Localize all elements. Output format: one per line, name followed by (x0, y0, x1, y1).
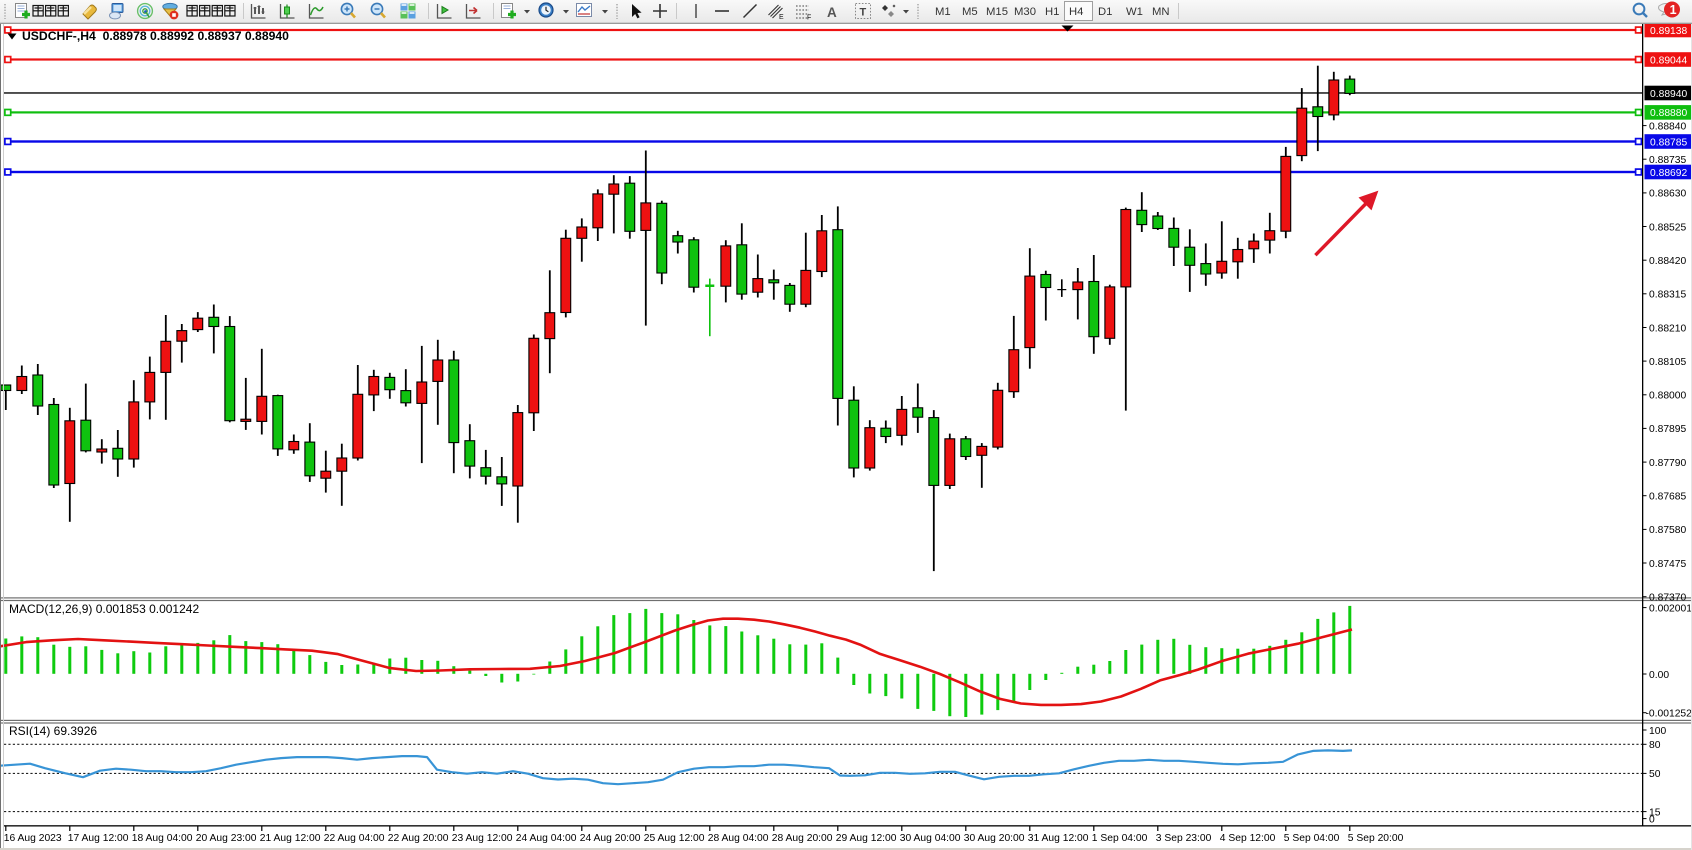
svg-text:0.88105: 0.88105 (1649, 357, 1686, 368)
svg-text:24 Aug 04:00: 24 Aug 04:00 (516, 833, 577, 844)
svg-text:0.88210: 0.88210 (1649, 323, 1686, 334)
svg-text:0.89138: 0.89138 (1650, 26, 1687, 37)
svg-text:H1: H1 (1045, 6, 1059, 18)
svg-text:5 Sep 04:00: 5 Sep 04:00 (1284, 833, 1340, 844)
svg-text:0.002001: 0.002001 (1649, 603, 1692, 614)
svg-text:3 Sep 23:00: 3 Sep 23:00 (1156, 833, 1212, 844)
svg-text:1 Sep 04:00: 1 Sep 04:00 (1092, 833, 1148, 844)
svg-text:-0.001252: -0.001252 (1646, 709, 1692, 720)
svg-text:MN: MN (1152, 6, 1170, 18)
svg-text:M1: M1 (935, 6, 951, 18)
svg-text:30 Aug 04:00: 30 Aug 04:00 (900, 833, 961, 844)
svg-text:5 Sep 20:00: 5 Sep 20:00 (1348, 833, 1404, 844)
svg-text:100: 100 (1649, 726, 1666, 737)
svg-text:0.88630: 0.88630 (1649, 189, 1686, 200)
svg-text:W1: W1 (1126, 6, 1143, 18)
svg-text:22 Aug 04:00: 22 Aug 04:00 (324, 833, 385, 844)
svg-text:0.87370: 0.87370 (1649, 593, 1686, 604)
svg-text:0.88840: 0.88840 (1649, 121, 1686, 132)
svg-text:USDCHF-,H4 0.88978 0.88992 0.: USDCHF-,H4 0.88978 0.88992 0.88937 0.889… (22, 29, 289, 43)
svg-text:31 Aug 12:00: 31 Aug 12:00 (1028, 833, 1089, 844)
svg-text:30 Aug 20:00: 30 Aug 20:00 (964, 833, 1025, 844)
svg-text:15: 15 (1649, 807, 1661, 818)
svg-text:0.88692: 0.88692 (1650, 168, 1687, 179)
svg-text:20 Aug 23:00: 20 Aug 23:00 (196, 833, 257, 844)
svg-text:0.00: 0.00 (1649, 670, 1669, 681)
svg-text:0.88735: 0.88735 (1649, 155, 1686, 166)
svg-text:0.89044: 0.89044 (1650, 55, 1687, 66)
svg-text:A: A (827, 5, 837, 20)
svg-text:0.88525: 0.88525 (1649, 222, 1686, 233)
svg-text:80: 80 (1649, 740, 1661, 751)
svg-text:0.88785: 0.88785 (1650, 137, 1687, 148)
svg-text:21 Aug 12:00: 21 Aug 12:00 (260, 833, 321, 844)
svg-text:0: 0 (1649, 814, 1655, 825)
svg-text:16 Aug 2023: 16 Aug 2023 (4, 833, 62, 844)
svg-text:1: 1 (1670, 3, 1677, 17)
svg-text:M15: M15 (986, 6, 1008, 18)
svg-text:22 Aug 20:00: 22 Aug 20:00 (388, 833, 449, 844)
svg-text:17 Aug 12:00: 17 Aug 12:00 (68, 833, 129, 844)
svg-text:MACD(12,26,9) 0.001853 0.00124: MACD(12,26,9) 0.001853 0.001242 (9, 602, 199, 616)
svg-text:M5: M5 (962, 6, 978, 18)
svg-text:0.87475: 0.87475 (1649, 559, 1686, 570)
svg-text:0.87895: 0.87895 (1649, 424, 1686, 435)
svg-text:29 Aug 12:00: 29 Aug 12:00 (836, 833, 897, 844)
svg-text:25 Aug 12:00: 25 Aug 12:00 (644, 833, 705, 844)
svg-text:18 Aug 04:00: 18 Aug 04:00 (132, 833, 193, 844)
svg-text:0.87685: 0.87685 (1649, 492, 1686, 503)
svg-text:0.88880: 0.88880 (1650, 108, 1687, 119)
svg-text:F: F (807, 15, 811, 22)
svg-text:0.87790: 0.87790 (1649, 458, 1686, 469)
svg-text:T: T (860, 7, 867, 19)
svg-text:E: E (779, 14, 784, 21)
svg-text:H4: H4 (1069, 6, 1083, 18)
svg-text:RSI(14) 69.3926: RSI(14) 69.3926 (9, 724, 97, 738)
svg-text:50: 50 (1649, 769, 1661, 780)
svg-text:0.88940: 0.88940 (1650, 89, 1687, 100)
svg-text:0.87580: 0.87580 (1649, 525, 1686, 536)
svg-text:24 Aug 20:00: 24 Aug 20:00 (580, 833, 641, 844)
svg-text:0.88420: 0.88420 (1649, 256, 1686, 267)
svg-text:28 Aug 04:00: 28 Aug 04:00 (708, 833, 769, 844)
svg-text:D1: D1 (1098, 6, 1112, 18)
svg-text:28 Aug 20:00: 28 Aug 20:00 (772, 833, 833, 844)
svg-text:4 Sep 12:00: 4 Sep 12:00 (1220, 833, 1276, 844)
svg-text:0.88315: 0.88315 (1649, 290, 1686, 301)
svg-text:0.88000: 0.88000 (1649, 391, 1686, 402)
svg-text:M30: M30 (1014, 6, 1036, 18)
svg-text:23 Aug 12:00: 23 Aug 12:00 (452, 833, 513, 844)
